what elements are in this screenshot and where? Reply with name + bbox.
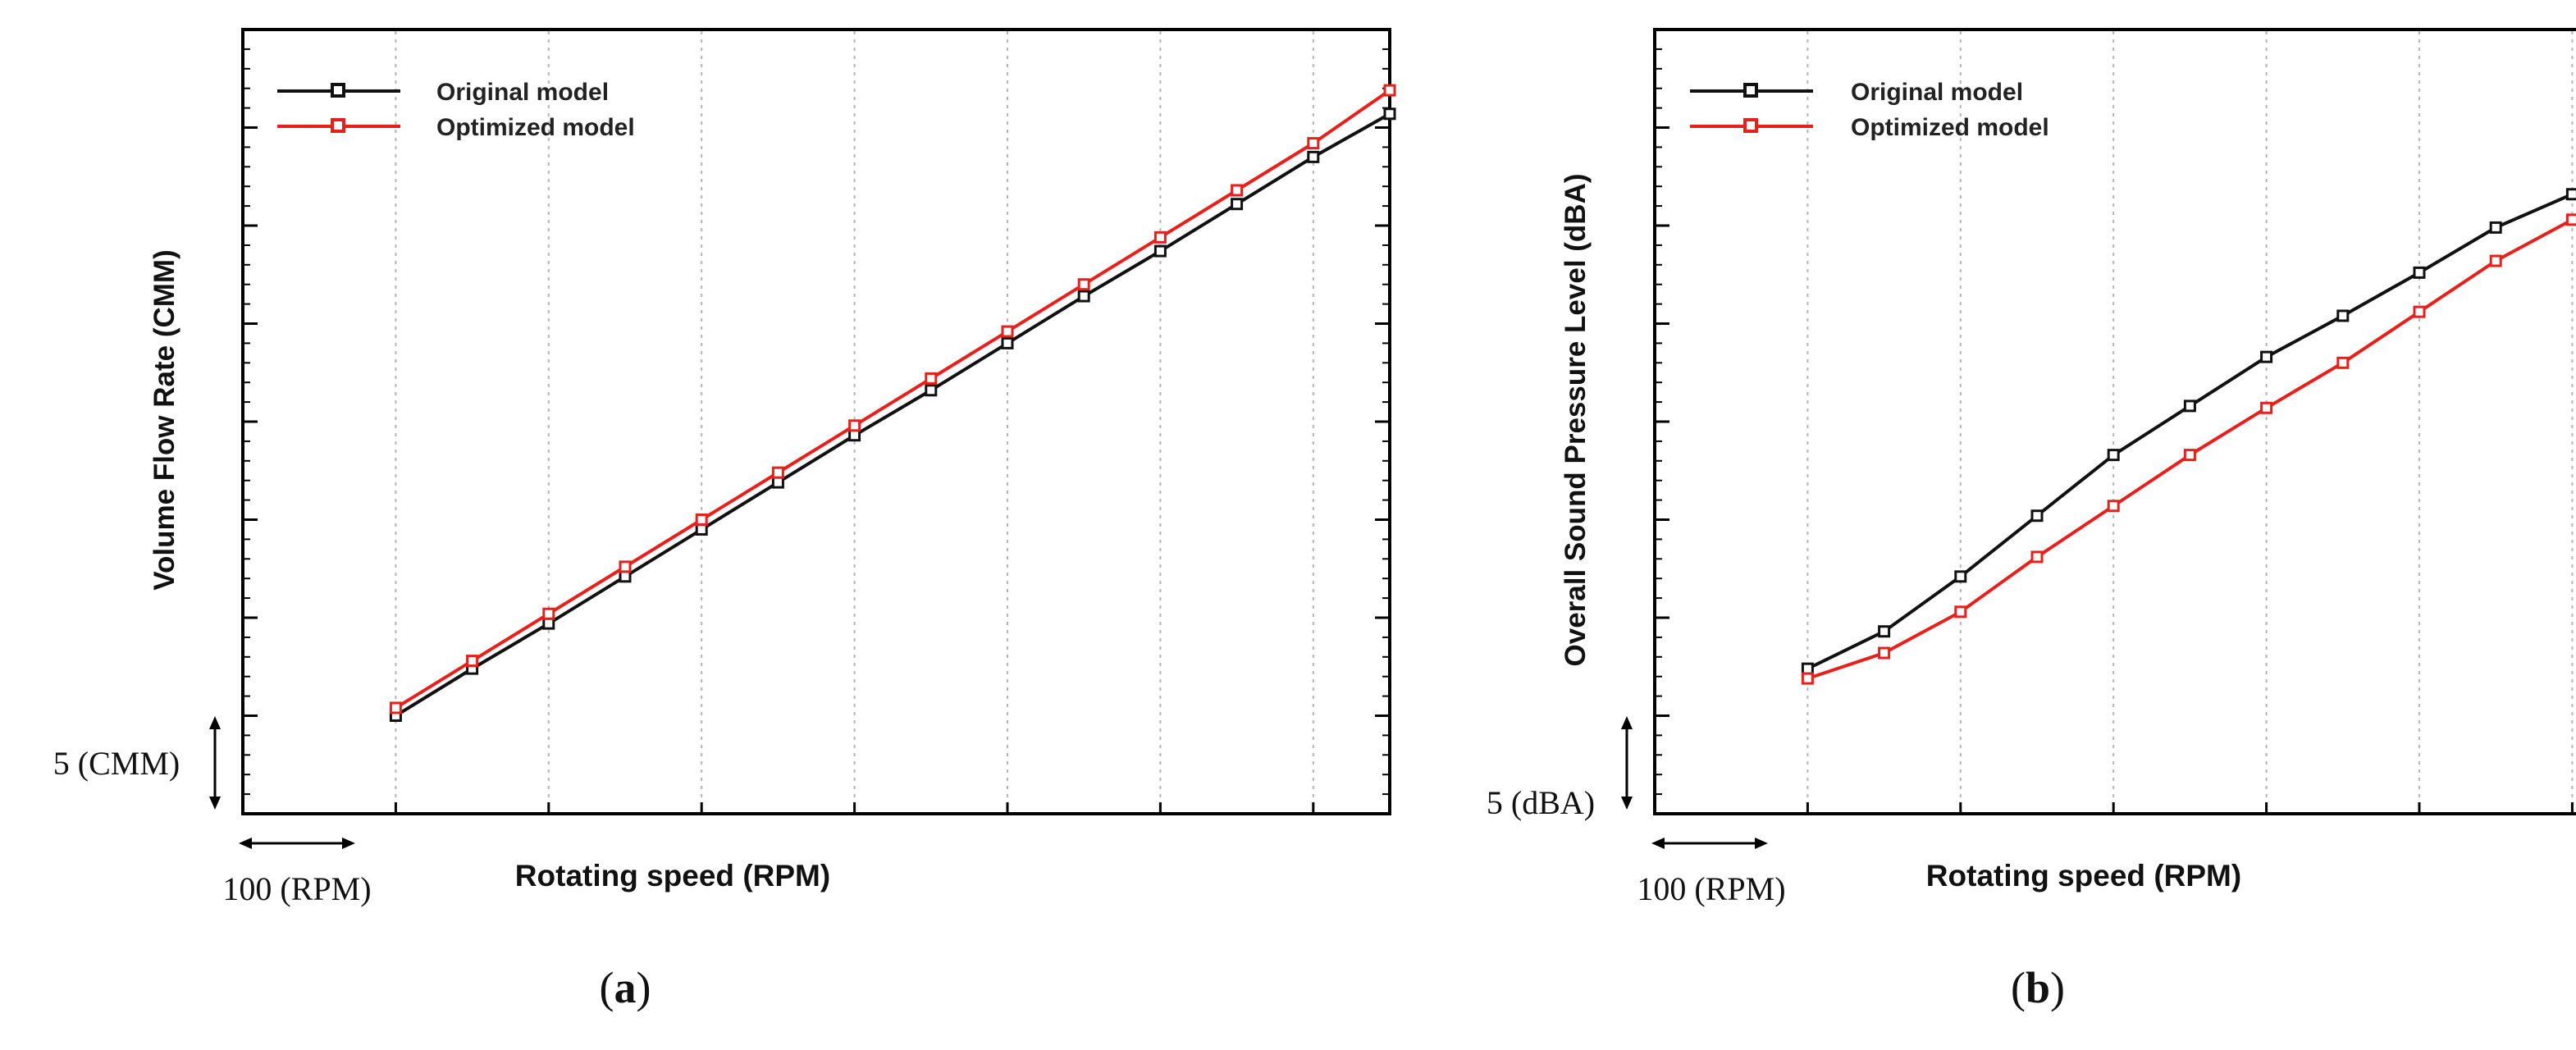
data-point-original [1383,107,1396,121]
legend-a: Original model Optimized model [277,79,635,141]
data-point-optimized [466,655,479,668]
data-point-original [1231,198,1244,211]
legend-label-original: Original model [1851,79,2023,106]
legend-b: Original model Optimized model [1690,79,2049,141]
y-ticks-b [1655,48,1669,796]
plot-frame-b [1653,28,2576,815]
data-point-optimized [1231,184,1244,197]
data-point-original [695,523,708,536]
data-point-optimized [695,514,708,526]
series-line-original [1806,190,2576,670]
data-point-optimized [2565,213,2576,226]
x-unit-arrowhead-right-a [342,838,355,849]
data-point-original [1307,150,1320,163]
data-point-optimized [2030,550,2044,564]
data-point-optimized [1801,672,1814,685]
legend-label-optimized: Optimized model [436,114,635,141]
data-point-original [1954,570,1967,583]
chart-panel-a: Original model Optimized model Volume Fl… [53,28,1396,907]
data-point-optimized [2413,305,2426,318]
y-unit-arrowhead-top-a [209,716,221,729]
data-point-original [1077,290,1090,303]
x-unit-arrowhead-left-b [1651,838,1665,849]
data-point-optimized [2489,254,2502,267]
data-point-original [1153,244,1167,258]
legend-marker-original [331,83,345,98]
data-point-optimized [925,372,938,385]
y-unit-label-b: 5 (dBA) [1487,784,1595,821]
data-point-original [1878,625,1891,638]
x-unit-arrowhead-left-a [239,838,252,849]
data-point-optimized [1954,605,1967,619]
data-point-original [1001,336,1014,349]
data-point-original [848,429,861,442]
series-a [389,84,1396,722]
data-point-optimized [2183,449,2196,462]
x-axis-title-b: Rotating speed (RPM) [1926,859,2241,892]
data-point-optimized [1307,137,1320,150]
data-point-optimized [2336,356,2350,369]
data-point-original [2183,399,2196,413]
data-point-optimized [1077,278,1090,291]
data-point-optimized [1153,231,1167,244]
y-unit-label-a: 5 (CMM) [53,745,180,782]
legend-marker-original [1743,83,1758,98]
data-point-original [2565,188,2576,201]
svg-text:(a): (a) [600,963,651,1012]
data-point-optimized [771,466,784,479]
svg-text:(b): (b) [2011,963,2065,1012]
subfigure-label-b: (b) [2011,963,2065,1012]
subfigure-letter-b: b [2026,963,2050,1012]
data-point-original [2336,309,2350,322]
data-point-optimized [1878,646,1891,660]
series-b [1801,188,2576,685]
legend-label-original: Original model [436,79,609,106]
data-point-optimized [389,701,402,714]
data-point-optimized [848,419,861,432]
data-point-original [2489,221,2502,234]
data-point-original [925,384,938,397]
legend-marker-optimized [1743,118,1758,133]
data-point-original [2030,509,2044,523]
chart-panel-b: Original model Optimized model Overall S… [1487,28,2576,907]
legend-label-optimized: Optimized model [1851,114,2049,141]
data-point-optimized [1383,84,1396,97]
data-point-optimized [1001,325,1014,338]
series-line-original [395,112,1391,718]
y-axis-title-b: Overall Sound Pressure Level (dBA) [1560,173,1592,666]
x-unit-label-a: 100 (RPM) [222,870,371,907]
data-point-original [619,570,632,583]
data-point-original [2107,449,2120,462]
data-point-original [2413,266,2426,279]
data-point-optimized [2260,401,2273,414]
data-point-original [771,476,784,489]
series-line-optimized [1806,216,2576,680]
subfigure-label-a: (a) [600,963,651,1012]
data-point-optimized [542,607,555,620]
gridlines-a [394,31,1315,814]
y-unit-arrowhead-bottom-b [1621,797,1633,810]
x-axis-title-a: Rotating speed (RPM) [515,859,830,892]
legend-marker-optimized [331,118,345,133]
x-unit-label-b: 100 (RPM) [1637,870,1785,907]
data-point-original [2260,350,2273,363]
data-point-optimized [2107,500,2120,513]
series-line-optimized [395,89,1391,710]
y-unit-arrowhead-bottom-a [209,797,221,810]
y-unit-arrowhead-top-b [1621,716,1633,729]
y-ticks-a [243,48,1390,796]
data-point-original [1801,662,1814,675]
subfigure-letter-a: a [614,963,637,1012]
y-axis-title-a: Volume Flow Rate (CMM) [148,249,180,590]
data-point-original [542,617,555,630]
x-unit-arrowhead-right-b [1755,838,1768,849]
data-point-optimized [619,560,632,573]
